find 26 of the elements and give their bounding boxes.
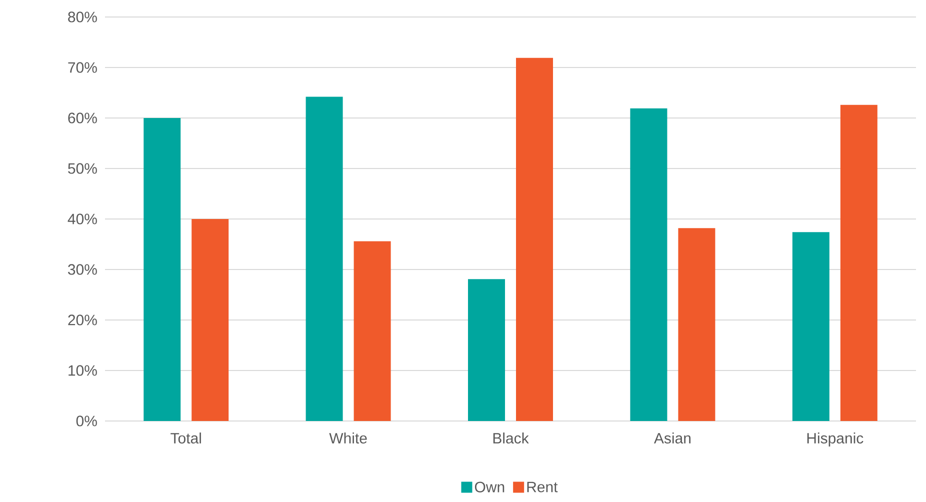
y-tick-label: 10% xyxy=(68,365,97,376)
y-tick-label: 60% xyxy=(68,112,97,124)
x-tick-label: Black xyxy=(493,432,529,444)
bar xyxy=(792,232,830,421)
y-tick-label: 80% xyxy=(68,12,97,22)
y-tick-label: 40% xyxy=(68,214,97,224)
bar xyxy=(840,104,878,421)
y-tick-label: 70% xyxy=(68,62,97,73)
x-tick-label: Total xyxy=(170,432,201,444)
x-tick-label: Asian xyxy=(654,432,690,444)
legend-label: Rent xyxy=(527,482,558,492)
bar xyxy=(354,241,391,421)
y-tick-label: 20% xyxy=(68,314,97,326)
bar xyxy=(468,279,506,421)
bar xyxy=(630,108,668,421)
y-tick-label: 50% xyxy=(68,163,97,174)
x-tick-label: Hispanic xyxy=(807,432,864,446)
legend-label: Own xyxy=(474,482,504,492)
bar xyxy=(192,218,229,421)
x-tick-label: White xyxy=(329,432,367,444)
bar xyxy=(678,228,716,421)
bar xyxy=(306,96,343,421)
y-tick-label: 30% xyxy=(68,264,97,275)
bar xyxy=(144,118,181,421)
bar xyxy=(516,58,553,421)
y-tick-label: 0% xyxy=(76,416,97,426)
